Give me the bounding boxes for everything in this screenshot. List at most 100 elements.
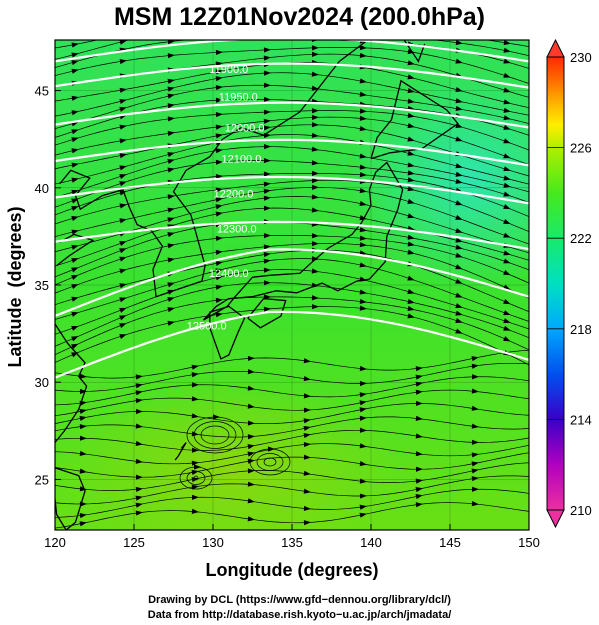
flow-arrow: [407, 123, 415, 129]
height-contours: [55, 40, 529, 379]
streamline: [55, 462, 529, 491]
flow-arrow: [119, 203, 127, 209]
flow-arrow: [167, 167, 175, 173]
flow-arrow: [167, 158, 175, 164]
flow-arrow: [359, 478, 367, 484]
flow-arrow: [264, 0, 271, 4]
streamline: [55, 47, 529, 84]
flow-arrow: [215, 260, 223, 266]
flow-arrow: [311, 160, 319, 166]
flow-arrow: [167, 53, 175, 59]
flow-arrow: [71, 137, 79, 143]
flow-arrow: [503, 325, 511, 331]
flow-arrow: [415, 389, 423, 395]
flow-arrow: [167, 232, 175, 238]
flow-arrow: [263, 47, 271, 53]
flow-arrow: [119, 283, 127, 289]
flow-arrow: [471, 452, 479, 458]
flow-arrow: [503, 99, 511, 105]
flow-arrow: [503, 218, 511, 225]
flow-arrow: [71, 68, 79, 74]
height-contour: [55, 310, 529, 379]
flow-arrow: [359, 153, 367, 159]
flow-arrow: [303, 358, 311, 364]
coastline-segment: [56, 233, 95, 267]
flow-arrow: [79, 388, 87, 395]
flow-arrow: [71, 244, 79, 250]
flow-arrow: [311, 114, 319, 121]
flow-arrow: [167, 282, 175, 288]
flow-arrow: [455, 200, 463, 206]
flow-arrow: [135, 390, 143, 396]
flow-arrow: [71, 343, 79, 350]
flow-arrow: [167, 194, 175, 200]
flow-arrow: [359, 200, 367, 206]
flow-arrow: [312, 11, 319, 16]
flow-arrow: [168, 29, 175, 34]
flow-arrow: [415, 451, 423, 457]
streamline: [55, 306, 529, 366]
flow-arrow: [79, 424, 87, 430]
flow-arrow: [303, 393, 311, 399]
flow-arrow: [263, 82, 271, 88]
flow-arrow: [216, 5, 223, 10]
flow-arrow: [311, 241, 319, 247]
flow-arrow: [471, 476, 479, 482]
flow-arrow: [263, 267, 271, 273]
flow-arrow: [503, 58, 511, 64]
flow-arrow: [79, 450, 87, 457]
height-contour: [55, 40, 529, 63]
height-contour: [55, 101, 529, 129]
flow-arrow: [191, 431, 199, 437]
flow-arrow: [215, 133, 223, 139]
flow-arrow: [215, 249, 223, 256]
flow-arrow: [135, 374, 143, 380]
coastline-segment: [55, 323, 88, 443]
flow-arrow: [407, 298, 415, 304]
streamline: [55, 173, 529, 217]
streamline: [55, 110, 529, 151]
contour-labels: 11900.0 11950.0 12000.0 12100.0 12200.0 12300…: [187, 64, 265, 333]
flow-arrow: [503, 310, 511, 316]
streamline: [55, 207, 529, 267]
streamline: [55, 362, 529, 392]
flow-arrow: [215, 111, 223, 118]
flow-arrow: [503, 124, 511, 130]
flow-arrow: [408, 25, 415, 30]
flow-arrow: [359, 91, 367, 97]
contour-label: 12400.0: [209, 268, 249, 280]
flow-arrow: [119, 32, 126, 37]
flow-arrow: [215, 235, 223, 242]
flow-arrow: [119, 98, 127, 105]
flow-arrow: [119, 334, 127, 340]
flow-arrow: [455, 252, 463, 258]
flow-arrow: [119, 315, 127, 321]
streamline: [55, 160, 529, 208]
flow-arrow: [311, 184, 319, 190]
flow-arrow: [135, 440, 143, 447]
flow-arrow: [311, 178, 319, 184]
x-tick-label: 150: [518, 535, 540, 550]
flow-arrow: [71, 258, 79, 264]
flow-arrow: [213, 414, 220, 420]
streamline: [55, 502, 529, 529]
flow-arrow: [263, 96, 271, 103]
eddy-streamline: [200, 425, 230, 445]
flow-arrow: [359, 215, 367, 221]
flow-arrow: [455, 237, 463, 243]
coastline-segment: [403, 40, 426, 63]
y-tick-label: 40: [35, 181, 49, 196]
flow-arrow: [119, 218, 127, 224]
flow-arrow: [455, 214, 463, 220]
flow-arrow: [359, 108, 367, 114]
flow-arrow: [415, 381, 423, 387]
flow-arrow: [455, 98, 463, 104]
map-plot-area: 11900.0 11950.0 12000.0 12100.0 12200.0 12300…: [35, 0, 540, 550]
x-tick-label: 125: [123, 535, 145, 550]
flow-arrow: [167, 243, 175, 249]
flow-arrow: [407, 177, 415, 183]
flow-arrow: [191, 396, 199, 402]
streamline: [55, 475, 529, 505]
flow-arrow: [215, 268, 223, 274]
